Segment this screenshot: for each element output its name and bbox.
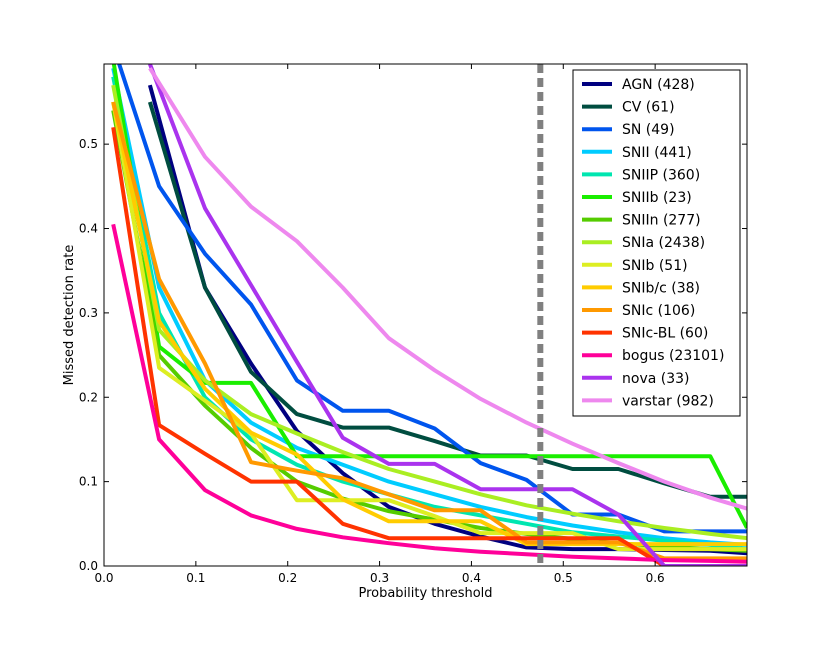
- x-tick-label: 0.4: [462, 571, 481, 585]
- series-line-12: [111, 223, 747, 564]
- y-tick-label: 0.0: [79, 559, 98, 573]
- legend-label-7: SNIa (2438): [622, 235, 705, 251]
- legend-label-8: SNIb (51): [622, 258, 688, 274]
- legend-label-12: bogus (23101): [622, 348, 724, 364]
- y-tick-label: 0.3: [79, 306, 98, 320]
- legend-label-9: SNIb/c (38): [622, 280, 700, 296]
- legend-label-3: SNII (441): [622, 145, 692, 161]
- legend-label-11: SNIc-BL (60): [622, 326, 708, 342]
- plot-frame: [103, 63, 748, 567]
- legend-label-0: AGN (428): [622, 77, 695, 93]
- legend-label-14: varstar (982): [622, 393, 714, 409]
- x-axis-label: Probability threshold: [358, 586, 492, 601]
- legend-label-1: CV (61): [622, 100, 675, 116]
- legend-label-13: nova (33): [622, 371, 690, 387]
- x-tick-label: 0.2: [278, 571, 297, 585]
- y-tick-label: 0.4: [79, 222, 98, 236]
- x-tick-label: 0.0: [94, 571, 113, 585]
- series-line-11: [111, 126, 747, 566]
- x-tick-label: 0.3: [370, 571, 389, 585]
- series-layer: [111, 64, 747, 566]
- x-tick-label: 0.1: [186, 571, 205, 585]
- y-tick-label: 0.1: [79, 475, 98, 489]
- x-tick-label: 0.5: [554, 571, 573, 585]
- series-line-7: [111, 84, 747, 541]
- x-tick-label: 0.6: [646, 571, 665, 585]
- legend-label-6: SNIIn (277): [622, 213, 701, 229]
- series-line-13: [148, 64, 747, 566]
- legend: AGN (428) CV (61) SN (49) SNII (441) SNIIP (…: [572, 69, 741, 417]
- series-line-5: [111, 64, 747, 529]
- legend-label-4: SNIIP (360): [622, 167, 700, 183]
- legend-label-2: SN (49): [622, 122, 675, 138]
- series-line-9: [111, 101, 747, 547]
- y-tick-label: 0.2: [79, 390, 98, 404]
- y-tick-label: 0.5: [79, 137, 98, 151]
- legend-label-10: SNIc (106): [622, 303, 695, 319]
- legend-label-5: SNIIb (23): [622, 190, 692, 206]
- ticks-layer: 0.0 0.1 0.2 0.3 0.4 0.5 0.6 0.0 0.1 0.2 0.3 0.4 0.5: [79, 64, 747, 585]
- y-axis-label: Missed detection rate: [62, 245, 77, 386]
- series-line-10: [111, 101, 747, 561]
- series-line-14: [148, 67, 747, 511]
